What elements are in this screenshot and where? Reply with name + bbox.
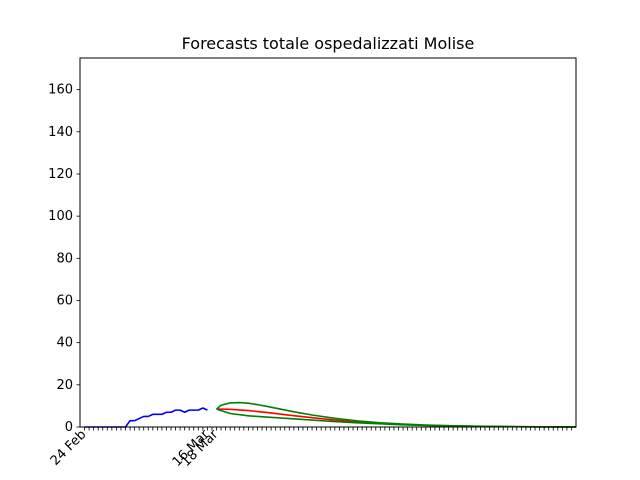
chart-title: Forecasts totale ospedalizzati Molise xyxy=(182,34,475,53)
y-tick-label: 20 xyxy=(56,378,73,393)
y-tick-label: 140 xyxy=(48,125,73,140)
y-tick-label: 160 xyxy=(48,83,73,98)
y-tick-label: 120 xyxy=(48,167,73,182)
y-tick-label: 80 xyxy=(56,251,73,266)
axes-frame xyxy=(79,57,577,428)
y-tick-label: 60 xyxy=(56,293,73,308)
y-tick-label: 0 xyxy=(65,420,73,435)
y-tick-label: 100 xyxy=(48,209,73,224)
y-tick-label: 40 xyxy=(56,336,73,351)
